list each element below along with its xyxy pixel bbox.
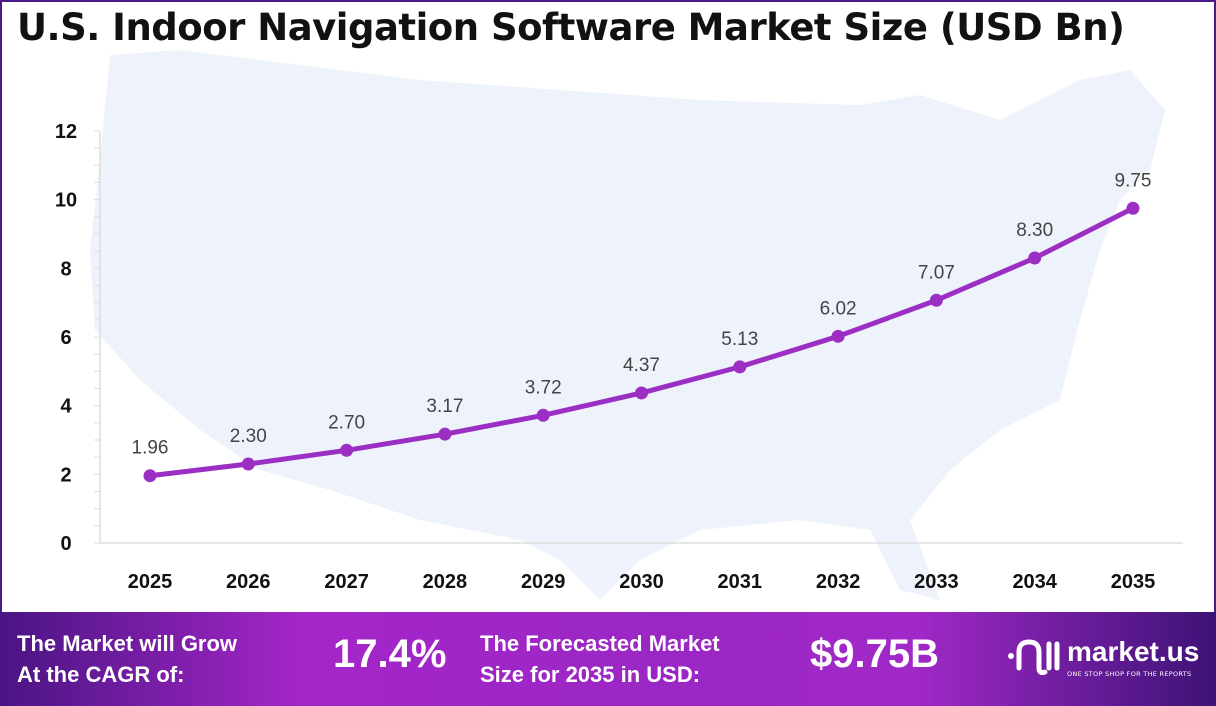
- x-tick-label: 2029: [521, 571, 566, 593]
- x-tick-label: 2030: [619, 571, 664, 593]
- cagr-value: 17.4%: [333, 632, 447, 676]
- x-tick-label: 2032: [816, 571, 861, 593]
- y-tick-label: 10: [55, 190, 77, 212]
- data-label: 9.75: [1115, 170, 1152, 191]
- data-point: [438, 427, 452, 441]
- data-label: 6.02: [820, 298, 857, 319]
- data-label: 5.13: [721, 329, 758, 350]
- y-tick-label: 6: [60, 327, 71, 349]
- data-point: [143, 469, 157, 483]
- data-point: [1126, 201, 1140, 215]
- x-tick-label: 2028: [423, 571, 468, 593]
- data-label: 1.96: [132, 438, 169, 459]
- data-point: [241, 457, 255, 471]
- market-us-logo-icon: [1008, 639, 1060, 675]
- footer-banner: The Market will Grow At the CAGR of: 17.…: [0, 612, 1216, 706]
- data-point: [929, 293, 943, 307]
- data-label: 7.07: [918, 262, 955, 283]
- logo-name: market.us: [1067, 636, 1200, 667]
- y-tick-label: 2: [60, 464, 71, 486]
- x-tick-label: 2031: [718, 571, 763, 593]
- data-point: [340, 443, 354, 457]
- data-point: [831, 329, 845, 343]
- data-label: 2.30: [230, 426, 267, 447]
- us-map-background: [90, 50, 1165, 600]
- x-tick-label: 2035: [1111, 571, 1156, 593]
- data-point: [1028, 251, 1042, 265]
- data-point: [733, 360, 747, 374]
- chart-title: U.S. Indoor Navigation Software Market S…: [17, 6, 1125, 49]
- x-tick-label: 2033: [914, 571, 959, 593]
- data-label: 3.72: [525, 377, 562, 398]
- forecast-label-line1: The Forecasted Market: [480, 631, 720, 656]
- x-tick-label: 2026: [226, 571, 271, 593]
- data-point: [635, 386, 648, 400]
- y-tick-label: 0: [60, 533, 71, 555]
- forecast-value: $9.75B: [810, 632, 939, 676]
- cagr-label: The Market will Grow At the CAGR of:: [17, 628, 237, 690]
- data-label: 4.37: [623, 355, 660, 376]
- data-label: 2.70: [328, 412, 365, 433]
- x-tick-label: 2027: [324, 571, 369, 593]
- x-tick-label: 2034: [1012, 571, 1057, 593]
- cagr-label-line2: At the CAGR of:: [17, 662, 185, 687]
- x-tick-label: 2025: [128, 571, 173, 593]
- forecast-label: The Forecasted Market Size for 2035 in U…: [480, 628, 720, 690]
- y-tick-label: 12: [55, 121, 77, 143]
- data-point: [536, 408, 550, 422]
- data-label: 8.30: [1016, 220, 1053, 241]
- logo-tagline: ONE STOP SHOP FOR THE REPORTS: [1067, 670, 1192, 678]
- cagr-label-line1: The Market will Grow: [17, 631, 238, 656]
- forecast-label-line2: Size for 2035 in USD:: [480, 662, 701, 687]
- line-chart: 0 2 4 6 8 10 12 2025 2026 2027 2028 2029 2030 2031 20…: [55, 50, 1183, 600]
- y-tick-label: 8: [60, 258, 71, 280]
- market-us-logo: market.us ONE STOP SHOP FOR THE REPORTS: [1005, 634, 1199, 682]
- y-tick-label: 4: [60, 396, 72, 418]
- data-label: 3.17: [426, 396, 463, 417]
